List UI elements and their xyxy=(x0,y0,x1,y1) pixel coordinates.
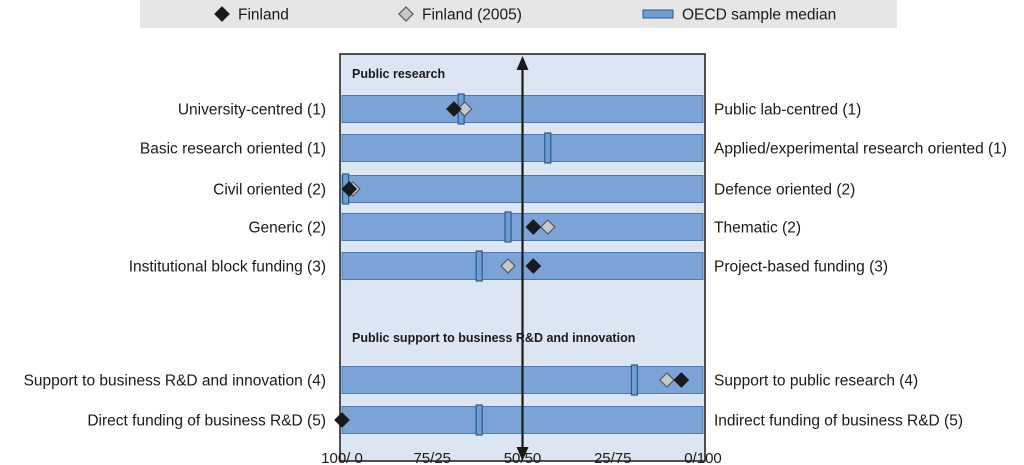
row-left-label: Generic (2) xyxy=(248,220,326,237)
finland-2005-marker xyxy=(456,101,473,117)
row-labels: Public research University-centred (1) Pub… xyxy=(24,67,1007,430)
legend-label-finland-2005: Finland (2005) xyxy=(422,7,522,24)
row-right-label: Indirect funding of business R&D (5) xyxy=(714,413,963,430)
x-tick-label: 50/50 xyxy=(504,450,542,465)
row-left-label: Civil oriented (2) xyxy=(213,182,326,199)
x-tick-label: 25/75 xyxy=(594,450,632,465)
median-marker xyxy=(630,364,639,396)
finland-marker xyxy=(673,372,690,388)
row-right-label: Defence oriented (2) xyxy=(714,182,855,199)
x-tick-label: 0/100 xyxy=(684,450,722,465)
section-title: Public support to business R&D and innov… xyxy=(352,331,635,345)
median-marker xyxy=(475,404,483,436)
x-tick-label: 75/25 xyxy=(413,450,451,465)
finland-marker xyxy=(446,101,462,117)
row-right-label: Applied/experimental research oriented (… xyxy=(714,141,1007,158)
x-axis-ticks: 100/ 0 75/25 50/50 25/75 0/100 xyxy=(321,450,722,465)
arrow-down-icon xyxy=(516,447,529,461)
row-right-label: Thematic (2) xyxy=(714,220,801,237)
row-left-label: Direct funding of business R&D (5) xyxy=(87,413,326,430)
median-marker xyxy=(504,211,512,243)
finland-marker xyxy=(525,219,542,235)
legend-marker-finland xyxy=(214,6,230,22)
row-right-label: Public lab-centred (1) xyxy=(714,102,861,119)
row-left-label: Basic research oriented (1) xyxy=(140,141,326,158)
section-title: Public research xyxy=(352,67,445,81)
median-marker xyxy=(544,132,552,164)
bars xyxy=(334,56,704,461)
row-left-label: University-centred (1) xyxy=(178,102,326,119)
finland-2005-marker xyxy=(539,219,556,235)
x-tick-label: 100/ 0 xyxy=(321,450,363,465)
row-right-label: Support to public research (4) xyxy=(714,373,918,390)
legend-label-finland: Finland xyxy=(238,7,289,24)
finland-2005-marker xyxy=(500,258,516,274)
finland-marker xyxy=(525,258,542,274)
legend-marker-median xyxy=(642,9,674,19)
legend-label-median: OECD sample median xyxy=(682,7,836,24)
row-right-label: Project-based funding (3) xyxy=(714,259,888,276)
row-left-label: Institutional block funding (3) xyxy=(129,259,326,276)
finland-marker xyxy=(341,181,358,197)
median-marker xyxy=(475,250,483,282)
legend-marker-finland-2005 xyxy=(398,6,414,22)
row-left-label: Support to business R&D and innovation (… xyxy=(24,373,326,390)
finland-2005-marker xyxy=(659,372,675,388)
legend-background xyxy=(140,0,897,28)
legend: Finland Finland (2005) OECD sample median xyxy=(140,0,897,28)
finland-marker xyxy=(334,412,350,428)
arrow-up-icon xyxy=(516,56,529,70)
